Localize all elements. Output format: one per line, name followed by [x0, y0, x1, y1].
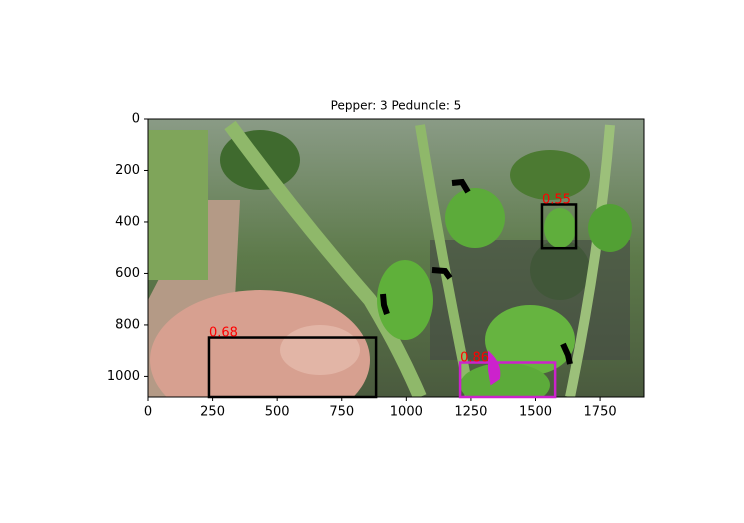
- stem: [224, 120, 427, 397]
- leaf: [510, 150, 590, 200]
- pepper: [377, 260, 433, 340]
- peduncle-mask: [380, 293, 390, 315]
- detection-box: [458, 361, 557, 399]
- y-tick-label: 600: [115, 266, 140, 281]
- stem: [565, 124, 615, 397]
- detection-box: [540, 203, 578, 250]
- axes-frame: [147, 118, 645, 398]
- pepper: [460, 363, 550, 397]
- x-tick-label: 750: [329, 405, 354, 420]
- x-tick-label: 500: [265, 405, 290, 420]
- x-tick-label: 1250: [454, 405, 487, 420]
- stem: [415, 124, 475, 397]
- detection-score: 0.86: [460, 351, 489, 366]
- pepper: [588, 204, 632, 252]
- detection-score: 0.55: [542, 192, 571, 207]
- y-tick-label: 0: [132, 112, 140, 127]
- detection-box: [207, 336, 378, 399]
- x-tick-label: 1750: [584, 405, 617, 420]
- y-tick-label: 400: [115, 214, 140, 229]
- y-tick-label: 800: [115, 317, 140, 332]
- x-tick-label: 250: [200, 405, 225, 420]
- pepper: [544, 208, 576, 248]
- x-tick-label: 0: [144, 405, 152, 420]
- x-tick-label: 1000: [390, 405, 423, 420]
- detection-score: 0.68: [209, 326, 238, 341]
- y-tick-label: 200: [115, 163, 140, 178]
- hand: [280, 325, 360, 375]
- x-tick-label: 1500: [519, 405, 552, 420]
- peduncle-mask: [431, 267, 453, 280]
- photo: [148, 119, 644, 397]
- peduncle-mask: [451, 178, 471, 194]
- chart-title: Pepper: 3 Peduncle: 5: [331, 99, 462, 113]
- foliage: [148, 130, 208, 280]
- peduncle-mask: [560, 342, 573, 365]
- y-tick-label: 1000: [107, 369, 140, 384]
- pepper: [485, 305, 575, 375]
- pepper: [445, 188, 505, 248]
